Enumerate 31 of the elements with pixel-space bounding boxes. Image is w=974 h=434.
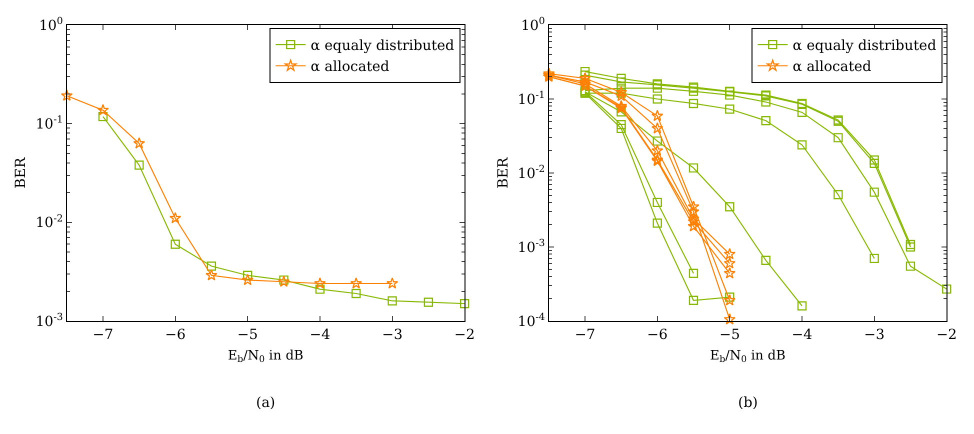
y-tick-label: 10$^{-3}$	[518, 238, 546, 256]
y-tick-label: 10$^{-2}$	[518, 164, 546, 182]
x-axis-title: E$_{b}$/N$_{0}$ in dB	[228, 348, 304, 366]
text: (a)	[256, 395, 276, 411]
legend-label: α equaly distributed	[792, 38, 936, 54]
x-tick-label: −7	[574, 326, 596, 343]
y-tick-label: 10$^{-1}$	[36, 114, 63, 133]
y-tick-label: 10$^{0}$	[520, 16, 546, 34]
y-axis-title: BER	[495, 157, 512, 189]
x-tick-label: −3	[864, 326, 885, 343]
legend-label: α allocated	[310, 59, 390, 76]
y-tick-label: 10$^{0}$	[38, 16, 63, 34]
text: (b)	[738, 395, 758, 411]
x-tick-label: −3	[382, 326, 403, 343]
y-tick-label: 10$^{-1}$	[518, 90, 546, 108]
x-tick-label: −6	[164, 326, 186, 343]
y-tick-label: 10$^{-2}$	[36, 213, 63, 232]
legend-label: α allocated	[792, 59, 872, 76]
x-axis-title: E$_{b}$/N$_{0}$ in dB	[710, 348, 786, 366]
y-axis-title: BER	[13, 157, 30, 189]
x-tick-label: −7	[92, 326, 114, 343]
x-tick-label: −5	[237, 326, 258, 343]
x-tick-label: −2	[454, 326, 475, 343]
x-tick-label: −2	[936, 326, 957, 343]
x-tick-label: −6	[647, 326, 668, 343]
x-tick-label: −4	[792, 326, 812, 343]
y-tick-label: 10$^{-4}$	[518, 312, 546, 330]
x-tick-label: −5	[719, 326, 740, 343]
legend-label: α equaly distributed	[310, 38, 454, 54]
y-tick-label: 10$^{-3}$	[36, 312, 63, 330]
x-tick-label: −4	[310, 326, 330, 343]
